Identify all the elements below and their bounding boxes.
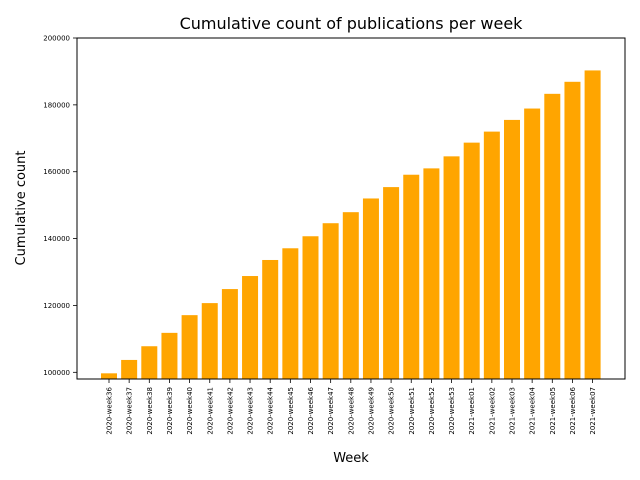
x-tick-label: 2021-week01 [468, 387, 476, 435]
x-tick-label: 2020-week47 [327, 387, 335, 435]
bar-2021-week07 [584, 70, 601, 380]
bar-2020-week44 [262, 259, 279, 379]
x-tick-label: 2020-week49 [367, 387, 375, 435]
y-tick-label: 140000 [43, 235, 70, 243]
bar-2020-week36 [101, 373, 117, 379]
x-tick-label: 2020-week51 [408, 387, 416, 435]
x-tick-label: 2021-week05 [549, 387, 557, 435]
bar-2020-week46 [302, 236, 319, 379]
y-tick-label: 200000 [43, 35, 70, 43]
y-tick-label: 180000 [43, 101, 70, 109]
x-tick-label: 2021-week02 [488, 387, 496, 435]
bar-2020-week51 [403, 174, 420, 379]
bar-2021-week04 [524, 108, 541, 379]
bars-group [101, 70, 601, 380]
bar-2020-week53 [443, 156, 460, 379]
bar-2020-week41 [201, 303, 218, 379]
bar-2020-week52 [423, 168, 440, 379]
bar-2020-week39 [161, 332, 178, 379]
y-axis-label: Cumulative count [14, 150, 29, 265]
bar-2020-week42 [221, 289, 238, 379]
bar-2020-week40 [181, 315, 198, 379]
y-tick-label: 100000 [43, 369, 70, 377]
bar-2020-week50 [383, 187, 400, 379]
chart-title: Cumulative count of publications per wee… [180, 14, 524, 33]
x-tick-label: 2021-week07 [589, 387, 597, 435]
bar-2020-week37 [121, 359, 138, 379]
bar-2020-week38 [141, 346, 158, 379]
x-tick-label: 2020-week39 [166, 387, 174, 435]
x-tick-label: 2020-week44 [267, 386, 275, 434]
x-tick-label: 2020-week41 [206, 387, 214, 435]
bar-2020-week49 [362, 198, 379, 379]
x-tick-label: 2020-week50 [388, 387, 396, 435]
x-tick-label: 2020-week53 [448, 387, 456, 435]
x-axis: 2020-week36 2020-week37 2020-week38 2020-we… [106, 379, 597, 435]
bar-2021-week05 [544, 93, 561, 379]
x-axis-label: Week [333, 451, 369, 466]
x-tick-label: 2020-week38 [146, 387, 154, 435]
bar-2020-week47 [322, 223, 339, 379]
bar-2021-week02 [483, 131, 500, 379]
bar-2020-week43 [242, 276, 259, 379]
bar-2021-week06 [564, 81, 581, 380]
x-tick-label: 2020-week52 [428, 387, 436, 435]
y-tick-label: 120000 [43, 302, 70, 310]
y-axis: 100000 120000 140000 160000 180000 200000 [43, 35, 77, 377]
bar-2021-week03 [504, 119, 520, 379]
y-tick-label: 160000 [43, 168, 70, 176]
x-tick-label: 2020-week45 [287, 387, 295, 435]
x-tick-label: 2020-week36 [106, 386, 114, 434]
x-tick-label: 2020-week40 [186, 387, 194, 435]
x-tick-label: 2020-week37 [126, 387, 134, 435]
x-tick-label: 2020-week48 [347, 387, 355, 435]
x-tick-label: 2020-week46 [307, 386, 315, 434]
x-tick-label: 2020-week43 [247, 387, 255, 435]
x-tick-label: 2021-week06 [569, 386, 577, 434]
bar-2021-week01 [463, 142, 480, 379]
bar-2020-week48 [342, 212, 359, 379]
x-tick-label: 2021-week03 [509, 387, 517, 435]
x-tick-label: 2020-week42 [226, 387, 234, 435]
x-tick-label: 2021-week04 [529, 386, 537, 434]
bar-2020-week45 [282, 248, 299, 379]
